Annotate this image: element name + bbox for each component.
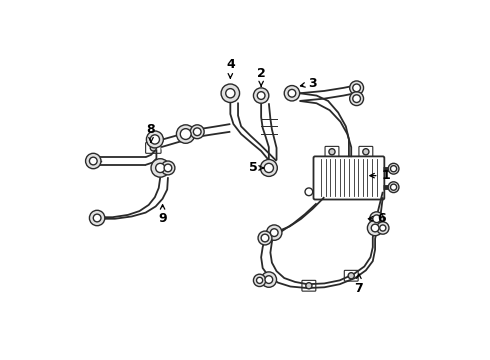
Text: 8: 8	[147, 123, 155, 142]
Circle shape	[89, 210, 105, 226]
Circle shape	[388, 163, 399, 174]
Circle shape	[226, 89, 235, 98]
Text: 9: 9	[158, 205, 167, 225]
Circle shape	[150, 145, 156, 151]
Circle shape	[147, 131, 163, 148]
Circle shape	[161, 161, 175, 175]
Circle shape	[284, 86, 300, 101]
Circle shape	[368, 220, 383, 236]
Text: 7: 7	[355, 274, 363, 294]
Circle shape	[253, 274, 266, 287]
Circle shape	[257, 277, 263, 283]
FancyBboxPatch shape	[359, 147, 373, 157]
Circle shape	[176, 125, 195, 143]
Circle shape	[261, 272, 276, 287]
Text: 3: 3	[300, 77, 317, 90]
Circle shape	[194, 128, 201, 136]
Circle shape	[221, 84, 240, 103]
Circle shape	[380, 225, 386, 231]
Circle shape	[258, 231, 272, 245]
Circle shape	[156, 163, 165, 172]
Circle shape	[164, 164, 172, 172]
FancyBboxPatch shape	[325, 147, 339, 157]
Circle shape	[329, 149, 335, 155]
Text: 2: 2	[257, 67, 266, 86]
Circle shape	[306, 283, 312, 289]
FancyBboxPatch shape	[146, 143, 161, 153]
Circle shape	[353, 95, 361, 103]
Text: 5: 5	[249, 161, 264, 175]
FancyBboxPatch shape	[344, 270, 358, 281]
Circle shape	[377, 222, 389, 234]
Text: 4: 4	[226, 58, 235, 78]
Circle shape	[391, 166, 397, 172]
Circle shape	[388, 182, 399, 193]
Circle shape	[93, 214, 101, 222]
Circle shape	[89, 157, 97, 165]
Circle shape	[350, 92, 364, 105]
Circle shape	[151, 159, 170, 177]
Circle shape	[265, 276, 273, 283]
Circle shape	[260, 159, 277, 176]
FancyBboxPatch shape	[302, 280, 316, 291]
Circle shape	[253, 88, 269, 103]
FancyBboxPatch shape	[314, 156, 384, 199]
Circle shape	[270, 229, 278, 237]
Text: 1: 1	[370, 169, 390, 182]
Circle shape	[373, 215, 381, 222]
Circle shape	[190, 125, 204, 139]
Circle shape	[353, 84, 361, 92]
Text: 6: 6	[368, 212, 386, 225]
Circle shape	[305, 188, 313, 195]
Circle shape	[267, 225, 282, 240]
Circle shape	[150, 135, 160, 144]
Circle shape	[350, 81, 364, 95]
Circle shape	[391, 184, 397, 190]
Circle shape	[261, 234, 269, 242]
Circle shape	[288, 89, 296, 97]
Circle shape	[86, 153, 101, 169]
Circle shape	[264, 163, 273, 172]
Circle shape	[257, 92, 265, 99]
Circle shape	[363, 149, 369, 155]
Circle shape	[369, 212, 384, 226]
Circle shape	[371, 224, 379, 232]
Circle shape	[348, 273, 354, 279]
Circle shape	[180, 129, 191, 139]
